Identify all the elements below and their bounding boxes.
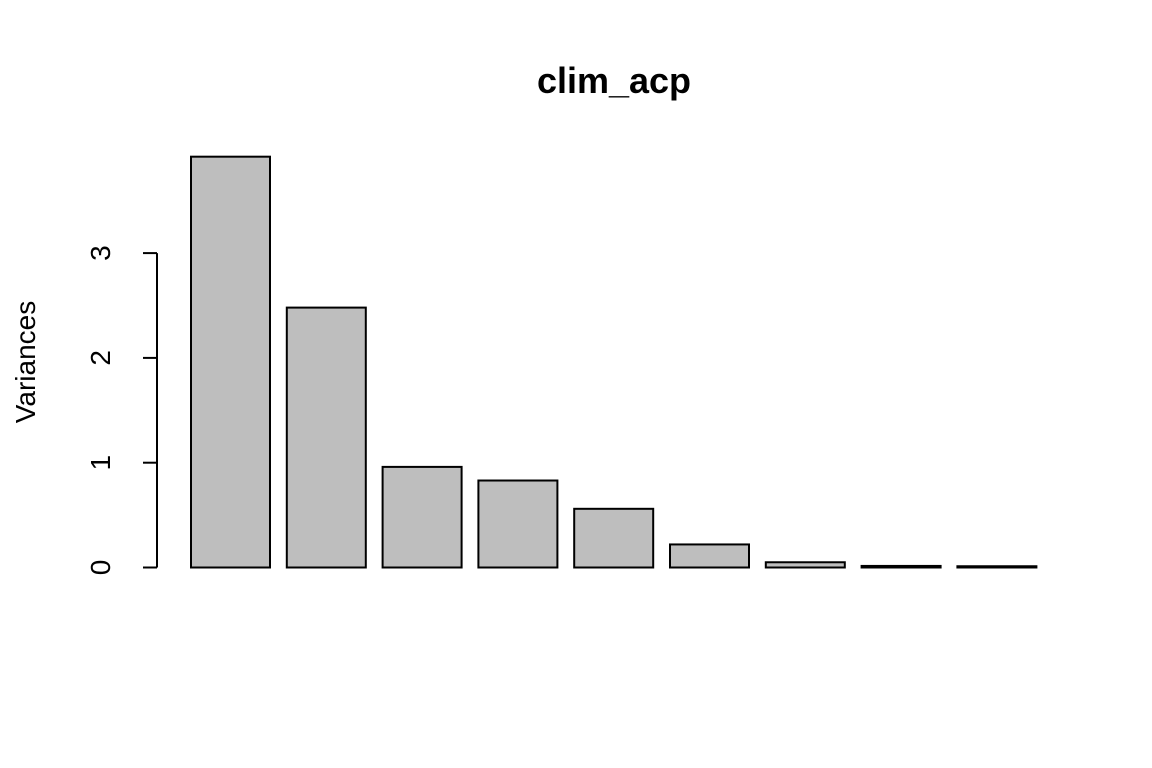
y-axis-label: Variances <box>10 301 41 423</box>
bar-5 <box>573 507 655 569</box>
y-tick-label-3: 3 <box>85 245 116 261</box>
bar-8 <box>860 564 942 569</box>
y-axis: 0 1 2 3 <box>85 245 158 576</box>
bar-1 <box>190 155 271 569</box>
bar-6 <box>669 543 750 569</box>
y-tick-label-0: 0 <box>85 560 116 576</box>
y-tick-label-1: 1 <box>85 455 116 471</box>
bar-3 <box>381 465 463 569</box>
bar-9 <box>956 565 1038 569</box>
bar-2 <box>285 306 367 569</box>
bar-7 <box>764 561 846 569</box>
bar-4 <box>477 479 559 569</box>
chart-title: clim_acp <box>537 60 691 101</box>
y-tick-label-2: 2 <box>85 350 116 366</box>
bars-group <box>190 155 1038 569</box>
